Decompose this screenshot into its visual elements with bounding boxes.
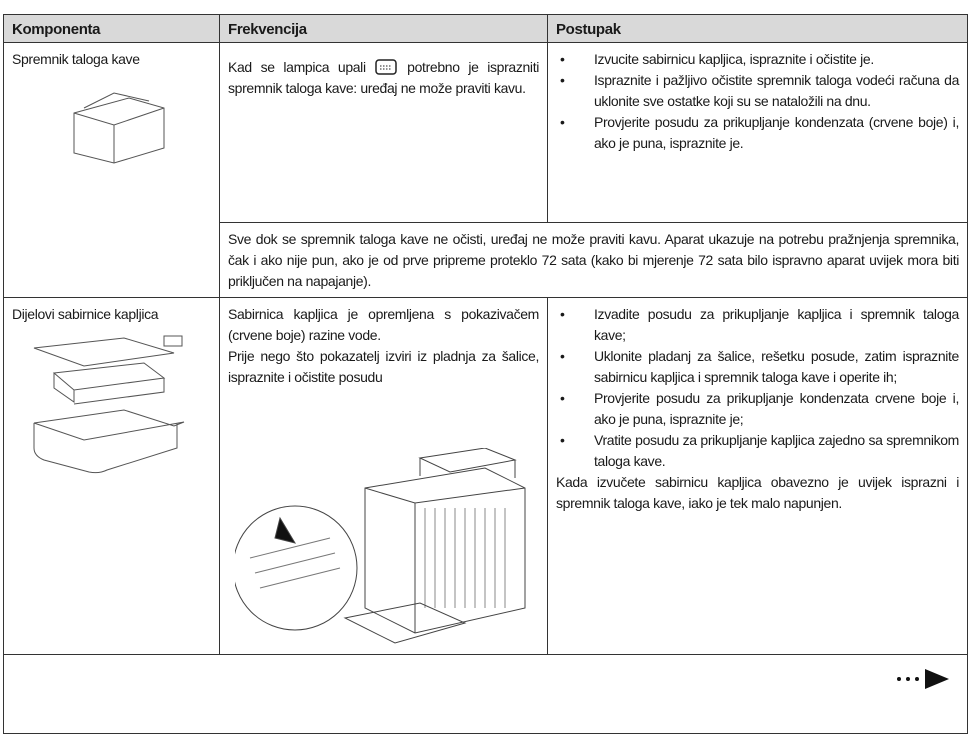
- component-cell: Dijelovi sabirnice kapljica: [3, 297, 220, 655]
- header-cell: Komponenta: [3, 14, 220, 43]
- steps: Izvucite sabirnicu kapljica, ispraznite …: [556, 49, 959, 154]
- step: Izvucite sabirnicu kapljica, ispraznite …: [560, 49, 959, 70]
- step: Vratite posudu za prikupljanje kapljica …: [560, 430, 959, 472]
- step: Uklonite pladanj za šalice, rešetku posu…: [560, 346, 959, 388]
- step: Izvadite posudu za prikupljanje kapljica…: [560, 304, 959, 346]
- note-cell: Sve dok se spremnik taloga kave ne očist…: [219, 222, 968, 298]
- header-cell: Postupak: [547, 14, 968, 43]
- step: Provjerite posudu za prikupljanje konden…: [560, 112, 959, 154]
- component: Spremnik taloga kave: [12, 51, 140, 67]
- machine-illustration: [235, 448, 526, 644]
- footer-cell: [3, 654, 968, 734]
- frequency-text: Prije nego što pokazatelj izviri iz plad…: [228, 348, 539, 385]
- step-note: Kada izvučete sabirnicu kapljica obavezn…: [556, 474, 959, 511]
- steps-cell: Izvadite posudu za prikupljanje kapljica…: [547, 297, 968, 655]
- component: Dijelovi sabirnice kapljica: [12, 306, 159, 322]
- frequency-text: Sabirnica kapljica je opremljena s pokaz…: [228, 306, 539, 343]
- header-cell: Frekvencija: [219, 14, 548, 43]
- continue-arrow: [897, 669, 949, 689]
- frequency-cell: Kad se lampica upali potrebno je isprazn…: [219, 42, 548, 223]
- drip-tray-illustration: [33, 335, 185, 474]
- frequency-text: Kad se lampica upali: [228, 59, 366, 75]
- steps: Izvadite posudu za prikupljanje kapljica…: [556, 304, 959, 472]
- container-illustration: [73, 92, 165, 164]
- component-cell: Spremnik taloga kave: [3, 42, 220, 298]
- frequency-text: potrebno je isprazniti spremnik taloga k…: [228, 59, 539, 96]
- steps-cell: Izvucite sabirnicu kapljica, ispraznite …: [547, 42, 968, 223]
- lamp-icon: [375, 59, 398, 75]
- step: Provjerite posudu za prikupljanje konden…: [560, 388, 959, 430]
- step: Ispraznite i pažljivo očistite spremnik …: [560, 70, 959, 112]
- frequency-cell: Sabirnica kapljica je opremljena s pokaz…: [219, 297, 548, 655]
